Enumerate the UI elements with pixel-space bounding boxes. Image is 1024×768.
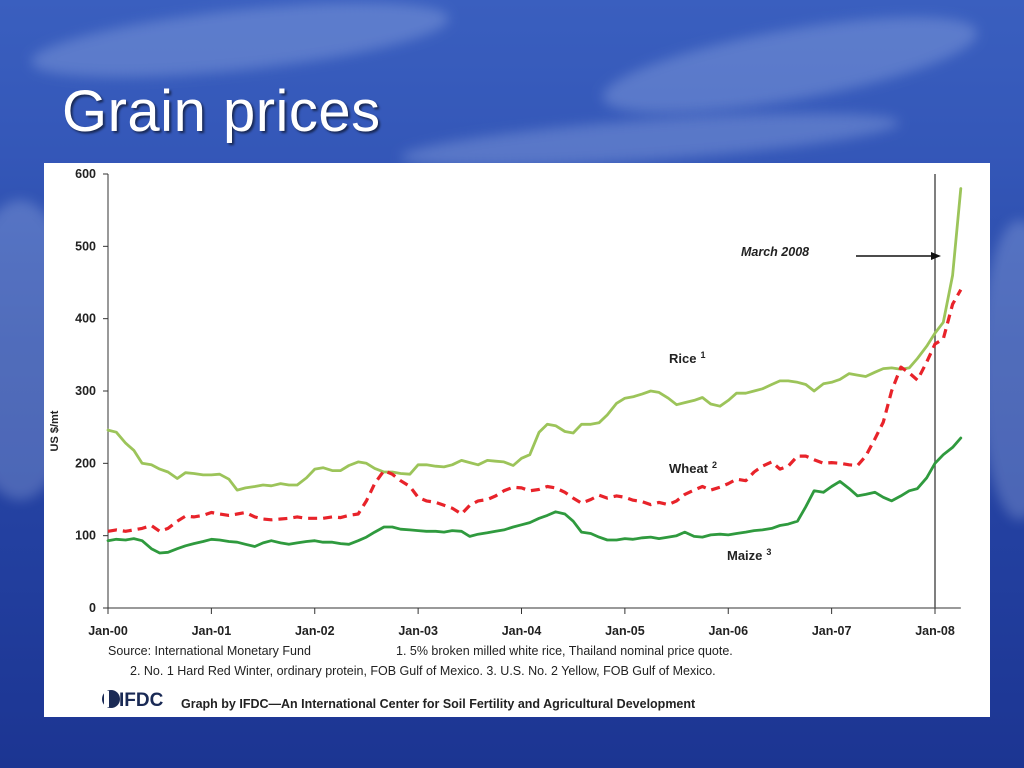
y-axis-title: US $/mt	[49, 410, 61, 451]
series-label-wheat: Wheat 2	[669, 460, 717, 476]
x-tick-label: Jan-03	[398, 624, 438, 638]
y-axis-ticks: 0 100 200 300 400 500 600	[75, 167, 108, 615]
ifdc-logo: IFDC	[102, 690, 164, 711]
y-tick-label: 0	[89, 601, 96, 615]
x-axis-ticks: Jan-00 Jan-01 Jan-02 Jan-03 Jan-04 Jan-05 Jan-…	[88, 608, 955, 638]
footnote-2-3: 2. No. 1 Hard Red Winter, ordinary prote…	[130, 664, 716, 678]
slide-title: Grain prices	[62, 79, 381, 144]
series-line-wheat	[107, 288, 963, 533]
x-tick-label: Jan-02	[295, 624, 335, 638]
x-tick-label: Jan-07	[812, 624, 852, 638]
x-tick-label: Jan-00	[88, 624, 128, 638]
series-line-rice	[106, 187, 963, 492]
source-note: Source: International Monetary Fund	[108, 644, 311, 658]
x-tick-label: Jan-05	[605, 624, 645, 638]
sky-streak	[596, 0, 984, 133]
annotation-march-2008: March 2008	[741, 245, 809, 259]
y-tick-label: 500	[75, 239, 96, 253]
x-tick-label: Jan-08	[915, 624, 955, 638]
footnote-1: 1. 5% broken milled white rice, Thailand…	[396, 644, 733, 658]
credit-text: Graph by IFDC—An International Center fo…	[181, 697, 696, 711]
x-tick-label: Jan-04	[502, 624, 542, 638]
y-tick-label: 100	[75, 529, 96, 543]
y-tick-label: 300	[75, 384, 96, 398]
x-tick-label: Jan-01	[192, 624, 232, 638]
chart-panel: 0 100 200 300 400 500 600 Jan-00 Jan-01 Jan-02 Ja…	[44, 163, 990, 717]
series-layer	[106, 187, 963, 555]
series-line-maize	[106, 436, 963, 555]
y-tick-label: 400	[75, 312, 96, 326]
y-tick-label: 600	[75, 167, 96, 181]
svg-text:IFDC: IFDC	[119, 690, 164, 711]
annotation-arrow-head	[931, 252, 941, 260]
series-label-rice: Rice 1	[669, 350, 705, 366]
series-label-maize: Maize 3	[727, 547, 771, 563]
x-tick-label: Jan-06	[708, 624, 748, 638]
y-tick-label: 200	[75, 456, 96, 470]
